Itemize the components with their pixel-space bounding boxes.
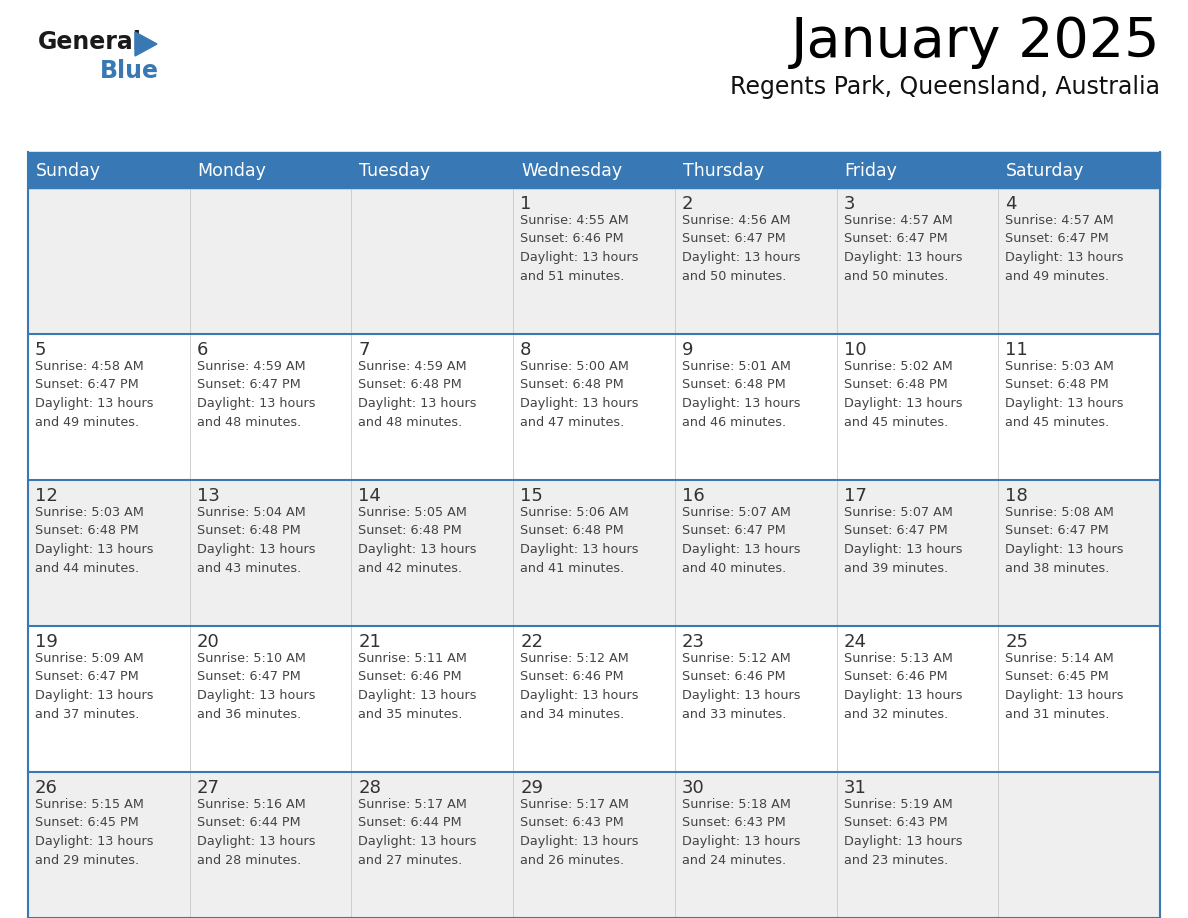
Text: 5: 5 <box>34 341 46 359</box>
Text: 14: 14 <box>359 487 381 505</box>
Text: 20: 20 <box>197 633 220 651</box>
Text: 23: 23 <box>682 633 704 651</box>
Text: 27: 27 <box>197 779 220 797</box>
Text: 31: 31 <box>843 779 866 797</box>
Text: 24: 24 <box>843 633 866 651</box>
Bar <box>29 188 1159 334</box>
Text: Sunrise: 4:57 AM
Sunset: 6:47 PM
Daylight: 13 hours
and 49 minutes.: Sunrise: 4:57 AM Sunset: 6:47 PM Dayligh… <box>1005 214 1124 283</box>
Text: 22: 22 <box>520 633 543 651</box>
Text: Sunrise: 5:17 AM
Sunset: 6:43 PM
Daylight: 13 hours
and 26 minutes.: Sunrise: 5:17 AM Sunset: 6:43 PM Dayligh… <box>520 798 639 867</box>
Text: 2: 2 <box>682 195 694 213</box>
Text: Sunrise: 5:13 AM
Sunset: 6:46 PM
Daylight: 13 hours
and 32 minutes.: Sunrise: 5:13 AM Sunset: 6:46 PM Dayligh… <box>843 652 962 721</box>
Text: Sunday: Sunday <box>36 162 101 180</box>
Text: 7: 7 <box>359 341 369 359</box>
Text: Sunrise: 4:56 AM
Sunset: 6:47 PM
Daylight: 13 hours
and 50 minutes.: Sunrise: 4:56 AM Sunset: 6:47 PM Dayligh… <box>682 214 801 283</box>
Text: Sunrise: 5:03 AM
Sunset: 6:48 PM
Daylight: 13 hours
and 44 minutes.: Sunrise: 5:03 AM Sunset: 6:48 PM Dayligh… <box>34 506 153 575</box>
Text: Wednesday: Wednesday <box>522 162 623 180</box>
Text: Sunrise: 4:57 AM
Sunset: 6:47 PM
Daylight: 13 hours
and 50 minutes.: Sunrise: 4:57 AM Sunset: 6:47 PM Dayligh… <box>843 214 962 283</box>
Text: January 2025: January 2025 <box>790 15 1159 69</box>
Text: Sunrise: 5:09 AM
Sunset: 6:47 PM
Daylight: 13 hours
and 37 minutes.: Sunrise: 5:09 AM Sunset: 6:47 PM Dayligh… <box>34 652 153 721</box>
Text: 29: 29 <box>520 779 543 797</box>
Text: 26: 26 <box>34 779 58 797</box>
Text: General: General <box>38 30 141 54</box>
Text: 30: 30 <box>682 779 704 797</box>
Text: 10: 10 <box>843 341 866 359</box>
Bar <box>29 480 1159 626</box>
Text: 18: 18 <box>1005 487 1028 505</box>
Text: Sunrise: 5:16 AM
Sunset: 6:44 PM
Daylight: 13 hours
and 28 minutes.: Sunrise: 5:16 AM Sunset: 6:44 PM Dayligh… <box>197 798 315 867</box>
Text: 9: 9 <box>682 341 694 359</box>
Text: Tuesday: Tuesday <box>360 162 430 180</box>
Text: Sunrise: 5:11 AM
Sunset: 6:46 PM
Daylight: 13 hours
and 35 minutes.: Sunrise: 5:11 AM Sunset: 6:46 PM Dayligh… <box>359 652 476 721</box>
Text: Sunrise: 5:14 AM
Sunset: 6:45 PM
Daylight: 13 hours
and 31 minutes.: Sunrise: 5:14 AM Sunset: 6:45 PM Dayligh… <box>1005 652 1124 721</box>
Text: Blue: Blue <box>100 59 159 83</box>
Text: Sunrise: 5:07 AM
Sunset: 6:47 PM
Daylight: 13 hours
and 39 minutes.: Sunrise: 5:07 AM Sunset: 6:47 PM Dayligh… <box>843 506 962 575</box>
Text: Sunrise: 5:02 AM
Sunset: 6:48 PM
Daylight: 13 hours
and 45 minutes.: Sunrise: 5:02 AM Sunset: 6:48 PM Dayligh… <box>843 360 962 429</box>
Text: Sunrise: 4:59 AM
Sunset: 6:48 PM
Daylight: 13 hours
and 48 minutes.: Sunrise: 4:59 AM Sunset: 6:48 PM Dayligh… <box>359 360 476 429</box>
Text: Sunrise: 5:18 AM
Sunset: 6:43 PM
Daylight: 13 hours
and 24 minutes.: Sunrise: 5:18 AM Sunset: 6:43 PM Dayligh… <box>682 798 801 867</box>
Text: Sunrise: 5:04 AM
Sunset: 6:48 PM
Daylight: 13 hours
and 43 minutes.: Sunrise: 5:04 AM Sunset: 6:48 PM Dayligh… <box>197 506 315 575</box>
Text: 3: 3 <box>843 195 855 213</box>
Text: Sunrise: 5:12 AM
Sunset: 6:46 PM
Daylight: 13 hours
and 34 minutes.: Sunrise: 5:12 AM Sunset: 6:46 PM Dayligh… <box>520 652 639 721</box>
Text: 19: 19 <box>34 633 58 651</box>
Text: 16: 16 <box>682 487 704 505</box>
Text: Sunrise: 5:10 AM
Sunset: 6:47 PM
Daylight: 13 hours
and 36 minutes.: Sunrise: 5:10 AM Sunset: 6:47 PM Dayligh… <box>197 652 315 721</box>
Text: Sunrise: 5:15 AM
Sunset: 6:45 PM
Daylight: 13 hours
and 29 minutes.: Sunrise: 5:15 AM Sunset: 6:45 PM Dayligh… <box>34 798 153 867</box>
Bar <box>29 152 1159 188</box>
Text: Sunrise: 5:03 AM
Sunset: 6:48 PM
Daylight: 13 hours
and 45 minutes.: Sunrise: 5:03 AM Sunset: 6:48 PM Dayligh… <box>1005 360 1124 429</box>
Text: Sunrise: 4:55 AM
Sunset: 6:46 PM
Daylight: 13 hours
and 51 minutes.: Sunrise: 4:55 AM Sunset: 6:46 PM Dayligh… <box>520 214 639 283</box>
Text: Sunrise: 4:59 AM
Sunset: 6:47 PM
Daylight: 13 hours
and 48 minutes.: Sunrise: 4:59 AM Sunset: 6:47 PM Dayligh… <box>197 360 315 429</box>
Text: 4: 4 <box>1005 195 1017 213</box>
Text: 15: 15 <box>520 487 543 505</box>
Text: 13: 13 <box>197 487 220 505</box>
Text: Monday: Monday <box>197 162 266 180</box>
Bar <box>29 772 1159 918</box>
Text: Saturday: Saturday <box>1006 162 1085 180</box>
Text: Sunrise: 5:07 AM
Sunset: 6:47 PM
Daylight: 13 hours
and 40 minutes.: Sunrise: 5:07 AM Sunset: 6:47 PM Dayligh… <box>682 506 801 575</box>
Text: 11: 11 <box>1005 341 1028 359</box>
Text: Sunrise: 4:58 AM
Sunset: 6:47 PM
Daylight: 13 hours
and 49 minutes.: Sunrise: 4:58 AM Sunset: 6:47 PM Dayligh… <box>34 360 153 429</box>
Text: Sunrise: 5:01 AM
Sunset: 6:48 PM
Daylight: 13 hours
and 46 minutes.: Sunrise: 5:01 AM Sunset: 6:48 PM Dayligh… <box>682 360 801 429</box>
Text: Thursday: Thursday <box>683 162 764 180</box>
Text: Sunrise: 5:06 AM
Sunset: 6:48 PM
Daylight: 13 hours
and 41 minutes.: Sunrise: 5:06 AM Sunset: 6:48 PM Dayligh… <box>520 506 639 575</box>
Text: Regents Park, Queensland, Australia: Regents Park, Queensland, Australia <box>729 75 1159 99</box>
Text: 28: 28 <box>359 779 381 797</box>
Text: Sunrise: 5:17 AM
Sunset: 6:44 PM
Daylight: 13 hours
and 27 minutes.: Sunrise: 5:17 AM Sunset: 6:44 PM Dayligh… <box>359 798 476 867</box>
Text: 6: 6 <box>197 341 208 359</box>
Text: Sunrise: 5:19 AM
Sunset: 6:43 PM
Daylight: 13 hours
and 23 minutes.: Sunrise: 5:19 AM Sunset: 6:43 PM Dayligh… <box>843 798 962 867</box>
Text: Sunrise: 5:05 AM
Sunset: 6:48 PM
Daylight: 13 hours
and 42 minutes.: Sunrise: 5:05 AM Sunset: 6:48 PM Dayligh… <box>359 506 476 575</box>
Text: 12: 12 <box>34 487 58 505</box>
Text: Friday: Friday <box>845 162 897 180</box>
Text: 21: 21 <box>359 633 381 651</box>
Text: 8: 8 <box>520 341 531 359</box>
Text: Sunrise: 5:12 AM
Sunset: 6:46 PM
Daylight: 13 hours
and 33 minutes.: Sunrise: 5:12 AM Sunset: 6:46 PM Dayligh… <box>682 652 801 721</box>
Text: 1: 1 <box>520 195 531 213</box>
Text: Sunrise: 5:00 AM
Sunset: 6:48 PM
Daylight: 13 hours
and 47 minutes.: Sunrise: 5:00 AM Sunset: 6:48 PM Dayligh… <box>520 360 639 429</box>
Bar <box>29 626 1159 772</box>
Text: 25: 25 <box>1005 633 1029 651</box>
Polygon shape <box>135 32 157 56</box>
Text: 17: 17 <box>843 487 866 505</box>
Bar <box>29 334 1159 480</box>
Text: Sunrise: 5:08 AM
Sunset: 6:47 PM
Daylight: 13 hours
and 38 minutes.: Sunrise: 5:08 AM Sunset: 6:47 PM Dayligh… <box>1005 506 1124 575</box>
